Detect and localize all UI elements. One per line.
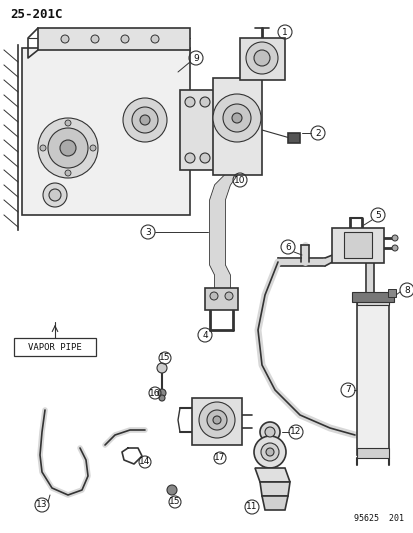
Circle shape xyxy=(48,128,88,168)
Text: 10: 10 xyxy=(234,175,245,184)
Polygon shape xyxy=(356,448,388,458)
Circle shape xyxy=(391,235,397,241)
Circle shape xyxy=(140,115,150,125)
Text: 12: 12 xyxy=(290,427,301,437)
Polygon shape xyxy=(351,292,393,302)
Polygon shape xyxy=(209,200,224,265)
Polygon shape xyxy=(261,496,287,510)
Text: 4: 4 xyxy=(202,330,207,340)
Bar xyxy=(287,133,299,143)
Text: 9: 9 xyxy=(192,53,198,62)
Polygon shape xyxy=(356,295,388,305)
Polygon shape xyxy=(240,38,284,80)
Polygon shape xyxy=(22,48,190,215)
Polygon shape xyxy=(192,398,242,445)
Circle shape xyxy=(199,97,209,107)
Polygon shape xyxy=(214,275,230,290)
Circle shape xyxy=(123,98,166,142)
Circle shape xyxy=(245,42,277,74)
Circle shape xyxy=(264,427,274,437)
Bar xyxy=(356,295,388,455)
Text: 6: 6 xyxy=(285,243,290,252)
Circle shape xyxy=(43,183,67,207)
Text: 11: 11 xyxy=(246,503,257,512)
Text: 16: 16 xyxy=(149,389,160,398)
Text: 2: 2 xyxy=(314,128,320,138)
Text: 5: 5 xyxy=(374,211,380,220)
Polygon shape xyxy=(214,175,236,185)
Circle shape xyxy=(259,422,279,442)
Circle shape xyxy=(254,50,269,66)
Polygon shape xyxy=(180,90,214,170)
Text: 95625  201: 95625 201 xyxy=(353,514,403,523)
Circle shape xyxy=(61,35,69,43)
Circle shape xyxy=(199,402,235,438)
Circle shape xyxy=(65,120,71,126)
Circle shape xyxy=(159,395,165,401)
Circle shape xyxy=(212,94,260,142)
Circle shape xyxy=(49,189,61,201)
Polygon shape xyxy=(204,288,237,310)
Circle shape xyxy=(224,292,233,300)
Circle shape xyxy=(132,107,158,133)
Circle shape xyxy=(40,145,46,151)
Bar xyxy=(331,228,383,263)
Text: 7: 7 xyxy=(344,385,350,394)
Circle shape xyxy=(185,153,195,163)
Circle shape xyxy=(65,170,71,176)
Text: 14: 14 xyxy=(139,457,150,466)
Polygon shape xyxy=(38,28,190,50)
Circle shape xyxy=(260,443,278,461)
Circle shape xyxy=(266,448,273,456)
Text: VAPOR PIPE: VAPOR PIPE xyxy=(28,343,82,351)
Circle shape xyxy=(60,140,76,156)
Circle shape xyxy=(223,104,250,132)
Circle shape xyxy=(157,363,166,373)
Circle shape xyxy=(231,113,242,123)
Circle shape xyxy=(151,35,159,43)
Text: 25-201C: 25-201C xyxy=(10,8,62,21)
Circle shape xyxy=(199,153,209,163)
Circle shape xyxy=(185,97,195,107)
Circle shape xyxy=(90,145,96,151)
Circle shape xyxy=(391,245,397,251)
Text: 1: 1 xyxy=(281,28,287,36)
Circle shape xyxy=(209,292,218,300)
Circle shape xyxy=(158,389,166,397)
Circle shape xyxy=(166,485,177,495)
Text: 8: 8 xyxy=(403,286,409,295)
Polygon shape xyxy=(209,185,230,200)
Text: 17: 17 xyxy=(214,454,225,463)
Circle shape xyxy=(206,410,226,430)
Polygon shape xyxy=(209,265,230,275)
Bar xyxy=(343,232,371,258)
Text: 15: 15 xyxy=(169,497,180,506)
Circle shape xyxy=(254,436,285,468)
Text: 13: 13 xyxy=(36,500,47,510)
Bar xyxy=(387,289,395,297)
Polygon shape xyxy=(254,468,289,482)
Text: 15: 15 xyxy=(159,353,170,362)
Circle shape xyxy=(121,35,129,43)
Bar xyxy=(14,338,96,356)
Polygon shape xyxy=(212,78,261,175)
Circle shape xyxy=(212,416,221,424)
Polygon shape xyxy=(259,482,289,496)
Circle shape xyxy=(38,118,98,178)
Text: 3: 3 xyxy=(145,228,150,237)
Circle shape xyxy=(91,35,99,43)
